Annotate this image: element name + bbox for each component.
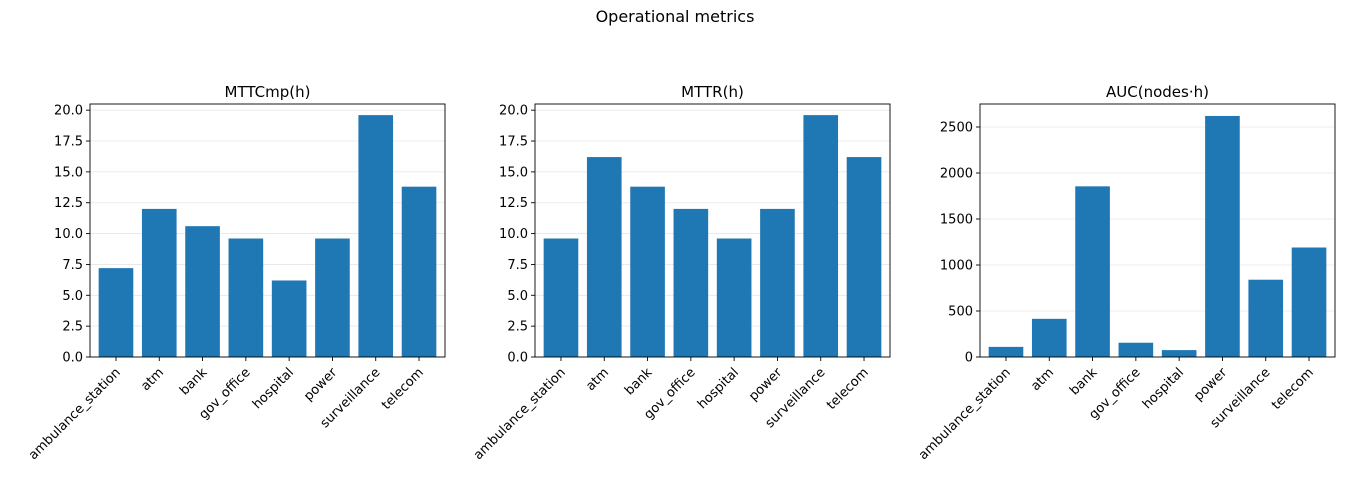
y-tick-label: 7.5 (507, 258, 528, 273)
bar-telecom (846, 157, 882, 357)
bar-surveillance (358, 115, 394, 357)
y-tick-label: 500 (948, 305, 973, 320)
x-tick-label: atm (138, 365, 167, 394)
y-tick-label: 0 (965, 351, 973, 366)
x-tick-label: power (746, 365, 785, 404)
axes-frame (534, 103, 891, 358)
bar-gov-office (673, 208, 709, 357)
y-tick-label: 0.0 (62, 351, 83, 366)
x-tick-label: telecom (1269, 365, 1317, 413)
x-tick-label: power (1191, 365, 1230, 404)
y-tick-label: 17.5 (499, 135, 528, 150)
y-tick-label: 12.5 (54, 196, 83, 211)
x-tick-label: atm (1028, 365, 1057, 394)
y-tick-label: 5.0 (507, 289, 528, 304)
bar-hospital (271, 280, 307, 357)
panel-mttr: 0.0 2.5 5.0 7.5 10.0 12.5 15.0 17.5 20.0 ambulanc… (471, 83, 891, 463)
bar-bank (630, 186, 665, 357)
bar-surveillance (803, 115, 839, 357)
bar-atm (586, 157, 622, 357)
y-tick-label: 17.5 (54, 135, 83, 150)
panel-auc: 0 500 1000 1500 2000 2500 ambulance_station atm… (916, 83, 1336, 463)
y-tick-label: 0.0 (507, 351, 528, 366)
x-tick-label: atm (583, 365, 612, 394)
y-tick-label: 1500 (940, 213, 973, 228)
bar-surveillance (1248, 279, 1284, 357)
y-tick-label: 10.0 (499, 227, 528, 242)
y-tick-label: 15.0 (54, 165, 83, 180)
x-tick-label: bank (177, 365, 211, 399)
x-tick-label: ambulance_station (471, 365, 569, 463)
x-tick-label: hospital (250, 365, 297, 412)
bar-ambulance-station (98, 268, 134, 357)
panel-title: MTTCmp(h) (225, 83, 311, 101)
y-tick-label: 2.5 (62, 320, 83, 335)
y-tick-label: 2000 (940, 167, 973, 182)
bar-power (1205, 115, 1240, 358)
x-tick-label: ambulance_station (916, 365, 1014, 463)
x-tick-label: telecom (824, 365, 872, 413)
y-tick-label: 15.0 (499, 165, 528, 180)
figure-title: Operational metrics (595, 7, 755, 26)
y-tick-label: 2.5 (507, 320, 528, 335)
x-tick-label: bank (622, 365, 656, 399)
bar-power (315, 238, 350, 357)
bar-atm (1031, 318, 1067, 357)
x-tick-label: bank (1067, 365, 1101, 399)
y-tick-label: 10.0 (54, 227, 83, 242)
y-tick-label: 2500 (940, 121, 973, 136)
bar-hospital (1161, 350, 1197, 357)
x-tick-label: telecom (379, 365, 427, 413)
panel-title: MTTR(h) (681, 83, 744, 101)
bar-gov-office (1118, 342, 1154, 357)
bar-gov-office (228, 238, 264, 357)
axes-frame (979, 103, 1336, 358)
x-tick-label: ambulance_station (26, 365, 124, 463)
bar-power (760, 208, 795, 357)
y-tick-label: 20.0 (499, 104, 528, 119)
bar-hospital (716, 238, 752, 357)
panel-title: AUC(nodes·h) (1106, 83, 1209, 101)
y-tick-label: 7.5 (62, 258, 83, 273)
x-tick-label: power (301, 365, 340, 404)
x-tick-label: hospital (695, 365, 742, 412)
bar-atm (141, 208, 177, 357)
bar-bank (185, 226, 220, 357)
y-tick-label: 20.0 (54, 104, 83, 119)
bar-ambulance-station (543, 238, 579, 357)
axes-frame (89, 103, 446, 358)
panel-mttcmp: 0.0 2.5 5.0 7.5 10.0 12.5 15.0 17.5 20.0 ambulanc… (26, 83, 446, 463)
y-tick-label: 12.5 (499, 196, 528, 211)
y-tick-label: 5.0 (62, 289, 83, 304)
x-tick-label: hospital (1140, 365, 1187, 412)
bar-ambulance-station (988, 346, 1024, 357)
bar-telecom (1291, 247, 1327, 357)
bar-bank (1075, 186, 1110, 357)
bar-telecom (401, 186, 437, 357)
y-tick-label: 1000 (940, 259, 973, 274)
